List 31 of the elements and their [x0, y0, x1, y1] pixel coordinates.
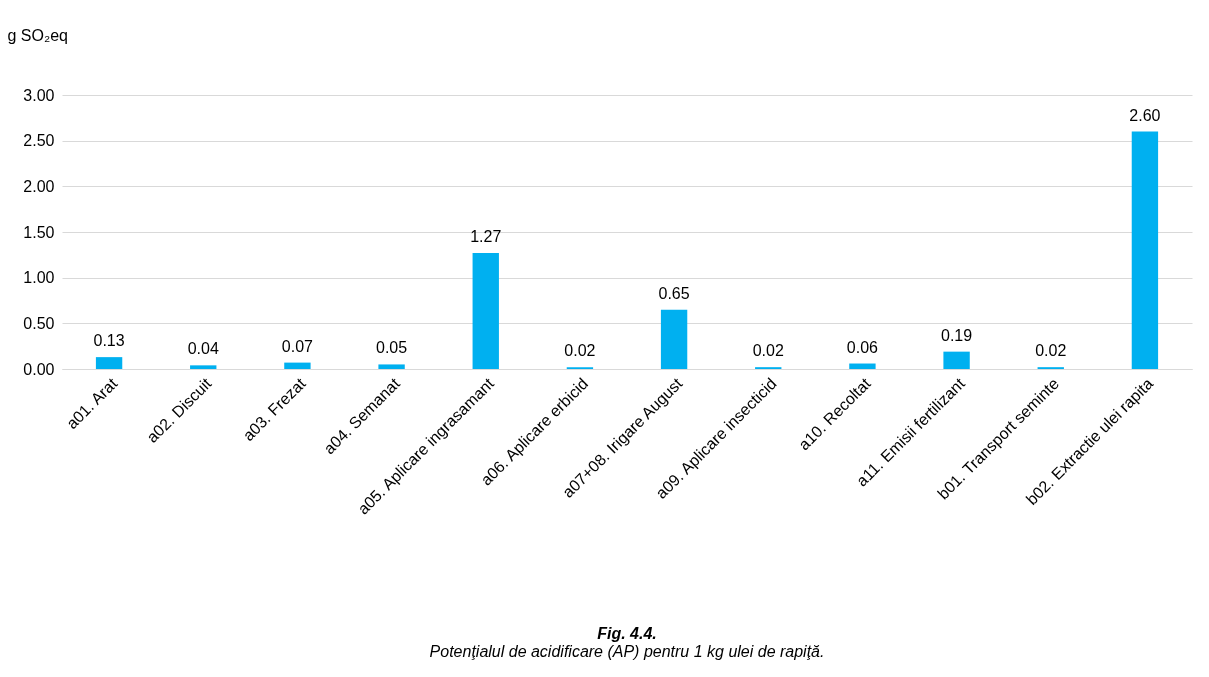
bar: [284, 362, 311, 369]
data-label: 0.02: [1035, 342, 1067, 360]
data-label: 0.05: [376, 339, 408, 357]
data-label: 0.19: [941, 326, 973, 344]
data-label: 0.06: [846, 338, 879, 356]
text: Fig. 4.4.: [597, 624, 657, 642]
data-label: 0.13: [93, 332, 125, 350]
data-label: 0.65: [658, 284, 690, 302]
bar: [660, 309, 688, 369]
y-tick-label: 2.00: [23, 177, 55, 195]
bar: [472, 253, 499, 369]
data-label: 0.04: [187, 340, 219, 358]
y-tick-label: 3.00: [23, 86, 55, 104]
data-label: 0.02: [752, 342, 784, 360]
y-tick-label: 1.00: [23, 269, 55, 287]
text: Potenţialul de acidificare (AP) pentru 1 kg ulei de rapiţă.: [429, 642, 825, 660]
bar: [943, 351, 970, 369]
y-tick-label: 0.50: [23, 314, 55, 332]
data-label: 0.07: [281, 337, 314, 355]
data-label: 0.02: [564, 342, 596, 360]
data-label: 1.27: [470, 228, 502, 246]
y-tick-label: 0.00: [23, 360, 55, 378]
bar: [849, 363, 876, 369]
bar: [378, 364, 405, 369]
bar: [1131, 131, 1159, 369]
bar: [190, 365, 217, 369]
bar: [95, 357, 123, 369]
y-tick-label: 1.50: [23, 223, 55, 241]
y-tick-label: 2.50: [23, 132, 55, 150]
data-label: 2.60: [1129, 106, 1161, 124]
y-axis-title: g SO₂eq: [7, 26, 68, 44]
